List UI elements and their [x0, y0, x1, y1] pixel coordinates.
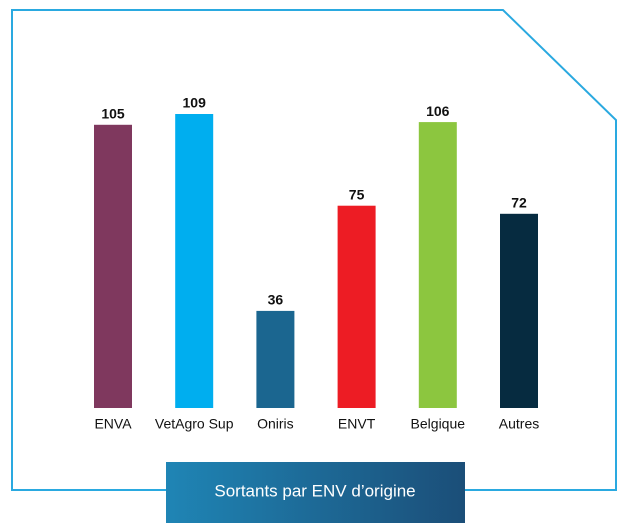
x-tick-label: VetAgro Sup	[155, 416, 234, 432]
value-label: 106	[426, 103, 450, 119]
x-tick-label: ENVA	[94, 416, 132, 432]
bar	[418, 122, 457, 409]
bar	[175, 114, 214, 408]
value-label: 75	[349, 186, 365, 202]
x-tick-label: Autres	[499, 416, 539, 432]
bar	[500, 213, 538, 408]
x-tick-label: Belgique	[411, 416, 466, 432]
title-box	[166, 462, 465, 523]
value-label: 72	[511, 195, 527, 211]
bar	[256, 310, 295, 408]
x-tick-label: ENVT	[338, 416, 376, 432]
value-label: 109	[183, 95, 207, 111]
chart-title: Sortants par ENV d’origine	[214, 481, 415, 500]
x-tick-label: Oniris	[257, 416, 294, 432]
value-label: 36	[268, 292, 284, 308]
value-label: 105	[101, 105, 125, 121]
bar	[94, 124, 132, 408]
frame	[11, 9, 617, 491]
bar	[337, 205, 376, 408]
